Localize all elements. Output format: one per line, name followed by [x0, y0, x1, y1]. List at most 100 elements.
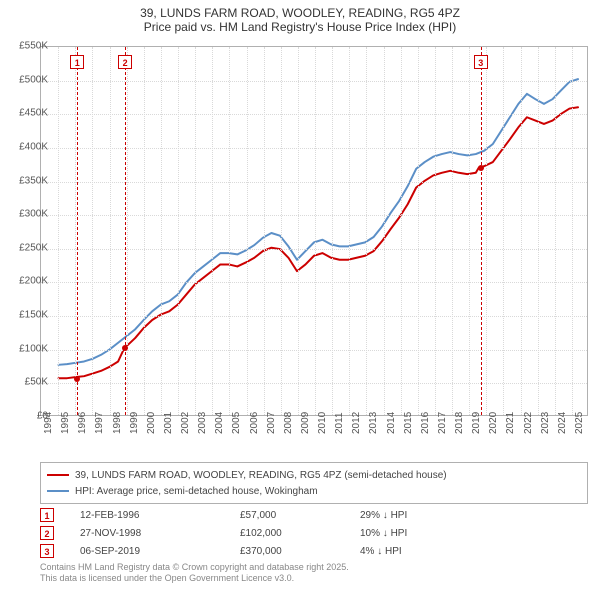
title-line2: Price paid vs. HM Land Registry's House … [0, 20, 600, 34]
x-axis-label: 2014 [386, 412, 397, 434]
x-axis-label: 2015 [403, 412, 414, 434]
x-axis-label: 2002 [180, 412, 191, 434]
y-axis-label: £100K [8, 343, 48, 354]
x-axis-label: 2017 [437, 412, 448, 434]
legend-row: 39, LUNDS FARM ROAD, WOODLEY, READING, R… [47, 467, 581, 483]
legend-label: 39, LUNDS FARM ROAD, WOODLEY, READING, R… [75, 470, 447, 481]
x-axis-label: 2000 [146, 412, 157, 434]
x-axis-label: 2018 [454, 412, 465, 434]
x-axis-label: 2006 [249, 412, 260, 434]
x-axis-label: 2021 [505, 412, 516, 434]
gridline-v [503, 47, 504, 415]
gridline-h [41, 148, 587, 149]
sale-badge: 1 [70, 55, 84, 69]
x-axis-label: 1999 [129, 412, 140, 434]
legend-label: HPI: Average price, semi-detached house,… [75, 486, 318, 497]
sales-row: 227-NOV-1998£102,00010% ↓ HPI [40, 524, 588, 542]
x-axis-label: 2007 [266, 412, 277, 434]
x-axis-label: 1995 [60, 412, 71, 434]
series-line-hpi [59, 79, 578, 365]
sale-vline [77, 47, 78, 415]
gridline-v [161, 47, 162, 415]
price-cell: £57,000 [240, 510, 360, 521]
x-axis-label: 2004 [214, 412, 225, 434]
x-axis-label: 1998 [112, 412, 123, 434]
gridline-v [418, 47, 419, 415]
date-cell: 27-NOV-1998 [80, 528, 240, 539]
footer-note: Contains HM Land Registry data © Crown c… [40, 562, 588, 584]
delta-cell: 4% ↓ HPI [360, 546, 480, 557]
gridline-v [469, 47, 470, 415]
y-axis-label: £350K [8, 175, 48, 186]
x-axis-label: 1996 [77, 412, 88, 434]
gridline-v [247, 47, 248, 415]
sale-badge: 3 [474, 55, 488, 69]
gridline-v [384, 47, 385, 415]
gridline-v [212, 47, 213, 415]
x-axis-label: 2022 [523, 412, 534, 434]
price-cell: £102,000 [240, 528, 360, 539]
x-axis-label: 2020 [488, 412, 499, 434]
x-axis-label: 2011 [334, 412, 345, 434]
sale-badge: 1 [40, 508, 54, 522]
gridline-v [75, 47, 76, 415]
x-axis-label: 2019 [471, 412, 482, 434]
x-axis-label: 1997 [94, 412, 105, 434]
y-axis-label: £500K [8, 74, 48, 85]
y-axis-label: £50K [8, 377, 48, 388]
gridline-v [315, 47, 316, 415]
sales-table: 112-FEB-1996£57,00029% ↓ HPI227-NOV-1998… [40, 506, 588, 560]
date-cell: 06-SEP-2019 [80, 546, 240, 557]
footer-line1: Contains HM Land Registry data © Crown c… [40, 562, 588, 573]
gridline-v [178, 47, 179, 415]
x-axis-label: 2009 [300, 412, 311, 434]
sale-badge: 2 [118, 55, 132, 69]
sales-row: 112-FEB-1996£57,00029% ↓ HPI [40, 506, 588, 524]
sales-row: 3 06-SEP-2019£370,0004% ↓ HPI [40, 542, 588, 560]
price-cell: £370,000 [240, 546, 360, 557]
gridline-v [366, 47, 367, 415]
legend-swatch [47, 474, 69, 476]
delta-cell: 10% ↓ HPI [360, 528, 480, 539]
gridline-v [538, 47, 539, 415]
gridline-h [41, 316, 587, 317]
badge-cell: 1 [40, 508, 80, 522]
gridline-v [521, 47, 522, 415]
gridline-v [435, 47, 436, 415]
badge-cell: 3 [40, 544, 80, 558]
gridline-v [486, 47, 487, 415]
gridline-v [349, 47, 350, 415]
gridline-v [452, 47, 453, 415]
x-axis-label: 2010 [317, 412, 328, 434]
gridline-v [195, 47, 196, 415]
sale-vline [125, 47, 126, 415]
legend-box: 39, LUNDS FARM ROAD, WOODLEY, READING, R… [40, 462, 588, 504]
delta-cell: 29% ↓ HPI [360, 510, 480, 521]
gridline-h [41, 114, 587, 115]
legend-row: HPI: Average price, semi-detached house,… [47, 483, 581, 499]
sale-dot [478, 165, 484, 171]
title-line1: 39, LUNDS FARM ROAD, WOODLEY, READING, R… [0, 6, 600, 20]
x-axis-label: 2013 [368, 412, 379, 434]
gridline-v [58, 47, 59, 415]
x-axis-label: 2025 [574, 412, 585, 434]
sale-badge: 3 [40, 544, 54, 558]
y-axis-label: £450K [8, 108, 48, 119]
legend-swatch [47, 490, 69, 492]
gridline-v [401, 47, 402, 415]
gridline-v [555, 47, 556, 415]
gridline-v [144, 47, 145, 415]
gridline-v [572, 47, 573, 415]
x-axis-label: 2008 [283, 412, 294, 434]
y-axis-label: £250K [8, 242, 48, 253]
x-axis-label: 1994 [43, 412, 54, 434]
gridline-h [41, 215, 587, 216]
gridline-v [298, 47, 299, 415]
y-axis-label: £300K [8, 209, 48, 220]
y-axis-label: £0 [8, 411, 48, 422]
y-axis-label: £200K [8, 276, 48, 287]
x-axis-label: 2016 [420, 412, 431, 434]
x-axis-label: 2024 [557, 412, 568, 434]
gridline-v [127, 47, 128, 415]
y-axis-label: £150K [8, 310, 48, 321]
